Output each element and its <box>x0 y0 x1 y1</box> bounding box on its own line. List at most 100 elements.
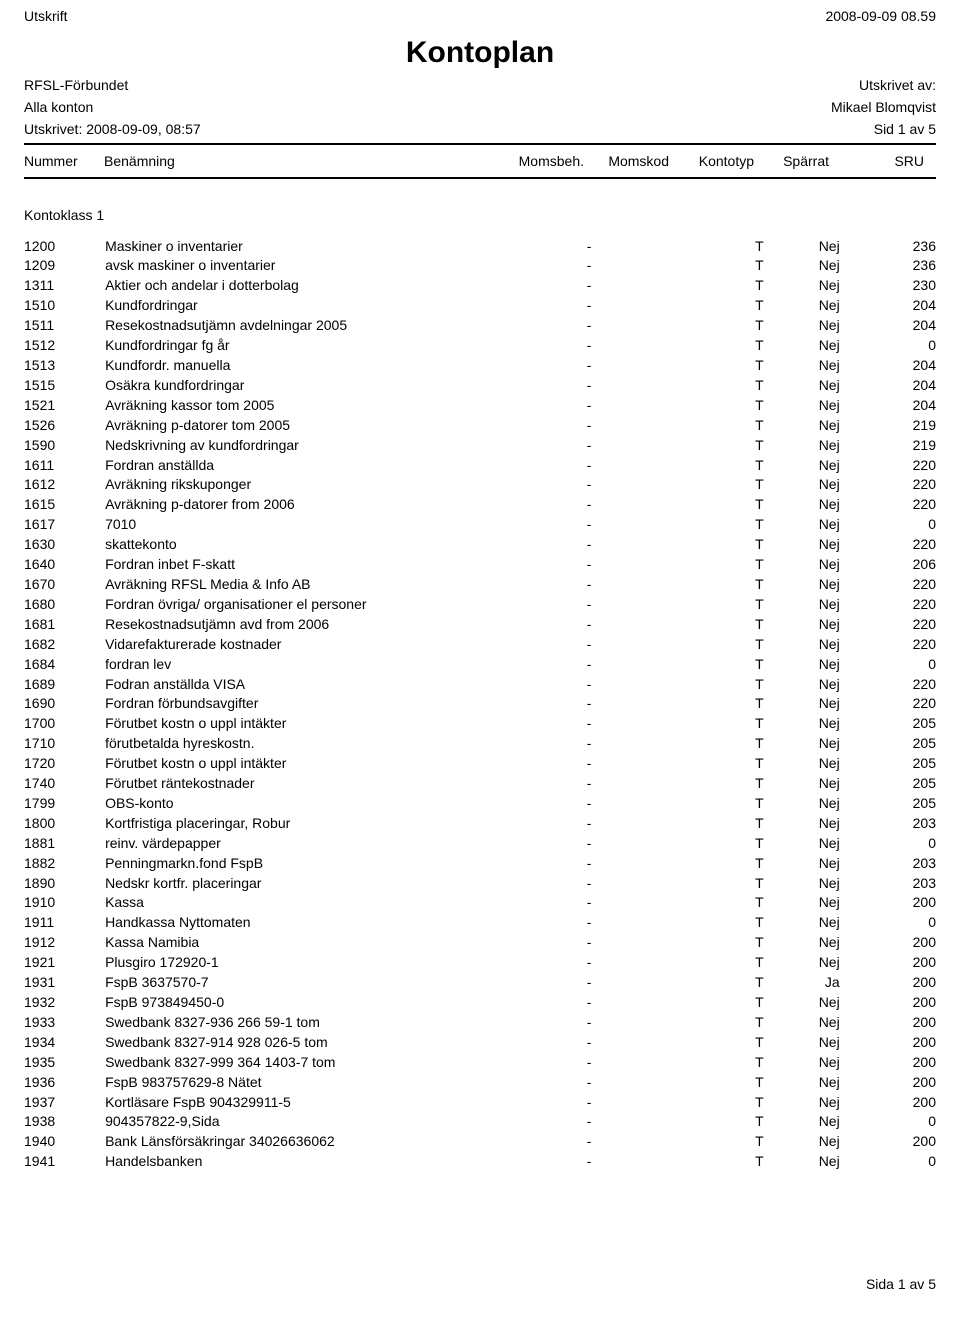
cell-momsbeh: - <box>515 1073 591 1093</box>
cell-momsbeh: - <box>515 694 591 714</box>
table-row: 1800Kortfristiga placeringar, Robur-TNej… <box>24 814 936 834</box>
cell-momsbeh: - <box>515 794 591 814</box>
cell-momsbeh: - <box>515 814 591 834</box>
cell-benamning: Aktier och andelar i dotterbolag <box>105 276 515 296</box>
cell-sru: 220 <box>840 635 936 655</box>
table-row: 1941Handelsbanken-TNej0 <box>24 1152 936 1172</box>
cell-sru: 200 <box>840 993 936 1013</box>
cell-sru: 204 <box>840 376 936 396</box>
meta-right-1: Utskrivet av: <box>859 76 936 94</box>
cell-sparrat: Nej <box>764 336 840 356</box>
cell-benamning: Kassa Namibia <box>105 933 515 953</box>
table-row: 1682Vidarefakturerade kostnader-TNej220 <box>24 635 936 655</box>
table-row: 1882Penningmarkn.fond FspB-TNej203 <box>24 854 936 874</box>
cell-nummer: 1881 <box>24 834 105 854</box>
cell-kontotyp: T <box>678 615 764 635</box>
cell-kontotyp: T <box>678 953 764 973</box>
cell-sparrat: Nej <box>764 993 840 1013</box>
cell-sru: 203 <box>840 814 936 834</box>
cell-momsbeh: - <box>515 396 591 416</box>
cell-nummer: 1680 <box>24 595 105 615</box>
table-row: 1911Handkassa Nyttomaten-TNej0 <box>24 913 936 933</box>
cell-momskod <box>591 615 677 635</box>
cell-nummer: 1521 <box>24 396 105 416</box>
cell-benamning: Fordran övriga/ organisationer el person… <box>105 595 515 615</box>
cell-benamning: Avräkning RFSL Media & Info AB <box>105 575 515 595</box>
cell-sparrat: Nej <box>764 834 840 854</box>
cell-momsbeh: - <box>515 1013 591 1033</box>
cell-kontotyp: T <box>678 754 764 774</box>
cell-nummer: 1921 <box>24 953 105 973</box>
cell-momskod <box>591 953 677 973</box>
cell-sru: 203 <box>840 854 936 874</box>
cell-momskod <box>591 1132 677 1152</box>
cell-momskod <box>591 1152 677 1172</box>
table-row: 1932FspB 973849450-0-TNej200 <box>24 993 936 1013</box>
cell-momsbeh: - <box>515 1152 591 1172</box>
cell-nummer: 1882 <box>24 854 105 874</box>
cell-benamning: Nedskr kortfr. placeringar <box>105 874 515 894</box>
cell-nummer: 1513 <box>24 356 105 376</box>
cell-sparrat: Nej <box>764 1033 840 1053</box>
cell-sru: 205 <box>840 734 936 754</box>
cell-nummer: 1311 <box>24 276 105 296</box>
cell-sparrat: Nej <box>764 694 840 714</box>
cell-sparrat: Nej <box>764 814 840 834</box>
cell-sru: 205 <box>840 714 936 734</box>
cell-benamning: Osäkra kundfordringar <box>105 376 515 396</box>
table-row: 1670Avräkning RFSL Media & Info AB-TNej2… <box>24 575 936 595</box>
cell-kontotyp: T <box>678 1073 764 1093</box>
cell-sparrat: Nej <box>764 1152 840 1172</box>
print-header: Utskrift 2008-09-09 08.59 <box>24 8 936 26</box>
cell-sru: 219 <box>840 416 936 436</box>
cell-nummer: 1511 <box>24 316 105 336</box>
table-row: 1521Avräkning kassor tom 2005-TNej204 <box>24 396 936 416</box>
cell-momsbeh: - <box>515 495 591 515</box>
cell-momskod <box>591 555 677 575</box>
cell-benamning: Förutbet kostn o uppl intäkter <box>105 754 515 774</box>
cell-momskod <box>591 993 677 1013</box>
cell-sru: 0 <box>840 336 936 356</box>
cell-momsbeh: - <box>515 774 591 794</box>
cell-sru: 204 <box>840 396 936 416</box>
col-momskod: Momskod <box>584 153 669 169</box>
cell-kontotyp: T <box>678 893 764 913</box>
cell-benamning: avsk maskiner o inventarier <box>105 256 515 276</box>
cell-momskod <box>591 854 677 874</box>
cell-momskod <box>591 356 677 376</box>
cell-sru: 220 <box>840 456 936 476</box>
cell-kontotyp: T <box>678 456 764 476</box>
cell-momskod <box>591 774 677 794</box>
cell-momskod <box>591 515 677 535</box>
table-row: 1938904357822-9,Sida-TNej0 <box>24 1112 936 1132</box>
cell-momskod <box>591 316 677 336</box>
table-row: 1515Osäkra kundfordringar-TNej204 <box>24 376 936 396</box>
section-title: Kontoklass 1 <box>24 207 936 223</box>
cell-sru: 205 <box>840 774 936 794</box>
cell-kontotyp: T <box>678 1132 764 1152</box>
cell-momsbeh: - <box>515 953 591 973</box>
table-row: 1700Förutbet kostn o uppl intäkter-TNej2… <box>24 714 936 734</box>
cell-momsbeh: - <box>515 734 591 754</box>
col-benamning: Benämning <box>104 153 509 169</box>
cell-momskod <box>591 913 677 933</box>
cell-benamning: Resekostnadsutjämn avdelningar 2005 <box>105 316 515 336</box>
cell-nummer: 1209 <box>24 256 105 276</box>
title-block: Kontoplan RFSL-Förbundet Utskrivet av: A… <box>24 36 936 179</box>
cell-momskod <box>591 575 677 595</box>
cell-nummer: 1937 <box>24 1093 105 1113</box>
cell-nummer: 1690 <box>24 694 105 714</box>
cell-nummer: 1526 <box>24 416 105 436</box>
cell-sru: 220 <box>840 475 936 495</box>
cell-sparrat: Nej <box>764 436 840 456</box>
cell-momsbeh: - <box>515 416 591 436</box>
cell-nummer: 1615 <box>24 495 105 515</box>
cell-kontotyp: T <box>678 734 764 754</box>
cell-momskod <box>591 973 677 993</box>
cell-momsbeh: - <box>515 475 591 495</box>
cell-sparrat: Nej <box>764 854 840 874</box>
cell-momskod <box>591 1013 677 1033</box>
cell-benamning: Swedbank 8327-936 266 59-1 tom <box>105 1013 515 1033</box>
cell-sparrat: Nej <box>764 874 840 894</box>
table-row: 1881reinv. värdepapper-TNej0 <box>24 834 936 854</box>
